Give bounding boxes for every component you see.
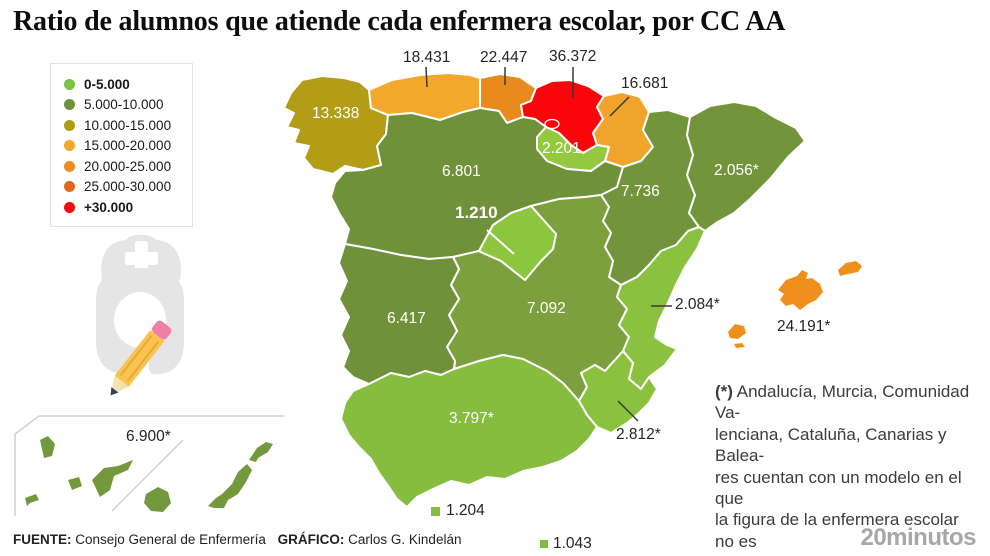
- footnote-marker: (*): [715, 382, 733, 401]
- legend-label: 15.000-20.000: [84, 138, 172, 154]
- legend-dot-icon: [64, 181, 75, 193]
- map-legend: 0-5.000 5.000-10.000 10.000-15.000 15.00…: [50, 63, 193, 227]
- legend-item: 15.000-20.000: [64, 136, 186, 157]
- value-label-extremadura: 6.417: [387, 310, 426, 327]
- value-label-cataluna: 2.056*: [714, 162, 759, 179]
- graphic-value: Carlos G. Kindelán: [348, 532, 462, 547]
- value-label-cantabria: 22.447: [480, 49, 528, 66]
- region-baleares: [728, 261, 862, 348]
- value-label-melilla: 1.043: [553, 535, 592, 552]
- legend-item: 25.000-30.000: [64, 177, 186, 198]
- callout-murcia: [617, 400, 639, 422]
- value-label-andalucia: 3.797*: [449, 410, 494, 427]
- value-label-pais-vasco: 36.372: [549, 48, 597, 65]
- value-label-galicia: 13.338: [312, 105, 360, 122]
- value-label-valencia: 2.084*: [675, 296, 720, 313]
- value-label-canarias: 6.900*: [126, 428, 171, 445]
- cross-icon: [125, 252, 158, 265]
- callout-asturias: [425, 66, 428, 88]
- source-label: FUENTE:: [13, 532, 72, 547]
- value-label-castilla-la-mancha: 7.092: [527, 300, 566, 317]
- page-title: Ratio de alumnos que atiende cada enferm…: [13, 6, 786, 37]
- legend-item: +30.000: [64, 197, 186, 218]
- graphic-label: GRÁFICO:: [277, 532, 345, 547]
- footnote-line: la figura de la enfermera escolar no es: [715, 510, 959, 551]
- footnote-line: lenciana, Cataluña, Canarias y Balea-: [715, 424, 947, 466]
- legend-dot-icon: [64, 78, 75, 90]
- value-label-navarra: 16.681: [621, 75, 669, 92]
- source-credit: FUENTE: Consejo General de Enfermería GR…: [13, 532, 461, 547]
- value-label-la-rioja: 2.201: [542, 140, 581, 157]
- callout-madrid: [486, 229, 515, 255]
- legend-item: 10.000-15.000: [64, 115, 186, 136]
- value-label-ceuta: 1.204: [446, 502, 485, 519]
- value-label-castilla-y-leon: 6.801: [442, 163, 481, 180]
- region-andalucia: [340, 354, 598, 508]
- legend-item: 5.000-10.000: [64, 95, 186, 116]
- trevino-enclave: [544, 118, 560, 130]
- legend-label: +30.000: [84, 199, 134, 215]
- footnote-line: exclusiva para los centros educativos,: [715, 552, 981, 556]
- brand-logo: 20minutos: [860, 524, 976, 551]
- region-melilla: [540, 540, 548, 548]
- legend-label: 0-5.000: [84, 76, 130, 92]
- footnote-line: (*) Andalucía, Murcia, Comunidad Va-: [715, 382, 970, 423]
- pencil-icon: [110, 320, 172, 396]
- region-cataluna: [686, 101, 806, 232]
- value-label-madrid: 1.210: [455, 203, 498, 222]
- callout-lines: [425, 66, 672, 422]
- region-murcia: [578, 350, 658, 434]
- legend-dot-icon: [64, 201, 75, 213]
- value-label-murcia: 2.812*: [616, 426, 661, 443]
- region-madrid: [478, 205, 557, 281]
- canarias-inset-frame: [14, 415, 284, 516]
- legend-label: 20.000-25.000: [84, 158, 172, 174]
- legend-item: 0-5.000: [64, 74, 186, 95]
- legend-label: 10.000-15.000: [84, 117, 172, 133]
- value-label-baleares: 24.191*: [777, 318, 831, 335]
- region-canarias: [25, 436, 273, 512]
- nurse-icon: [96, 234, 184, 396]
- legend-dot-icon: [64, 140, 75, 152]
- value-label-asturias: 18.431: [403, 49, 451, 66]
- value-label-aragon: 7.736: [621, 183, 660, 200]
- legend-dot-icon: [64, 119, 75, 131]
- callout-navarra: [609, 96, 630, 117]
- legend-dot-icon: [64, 99, 75, 111]
- legend-label: 5.000-10.000: [84, 97, 164, 113]
- region-ceuta: [431, 507, 440, 516]
- legend-item: 20.000-25.000: [64, 156, 186, 177]
- footnote-line: res cuentan con un modelo en el que: [715, 467, 962, 509]
- legend-label: 25.000-30.000: [84, 179, 172, 195]
- source-value: Consejo General de Enfermería: [75, 532, 266, 547]
- footnote: (*) Andalucía, Murcia, Comunidad Va- len…: [715, 381, 981, 556]
- legend-dot-icon: [64, 160, 75, 172]
